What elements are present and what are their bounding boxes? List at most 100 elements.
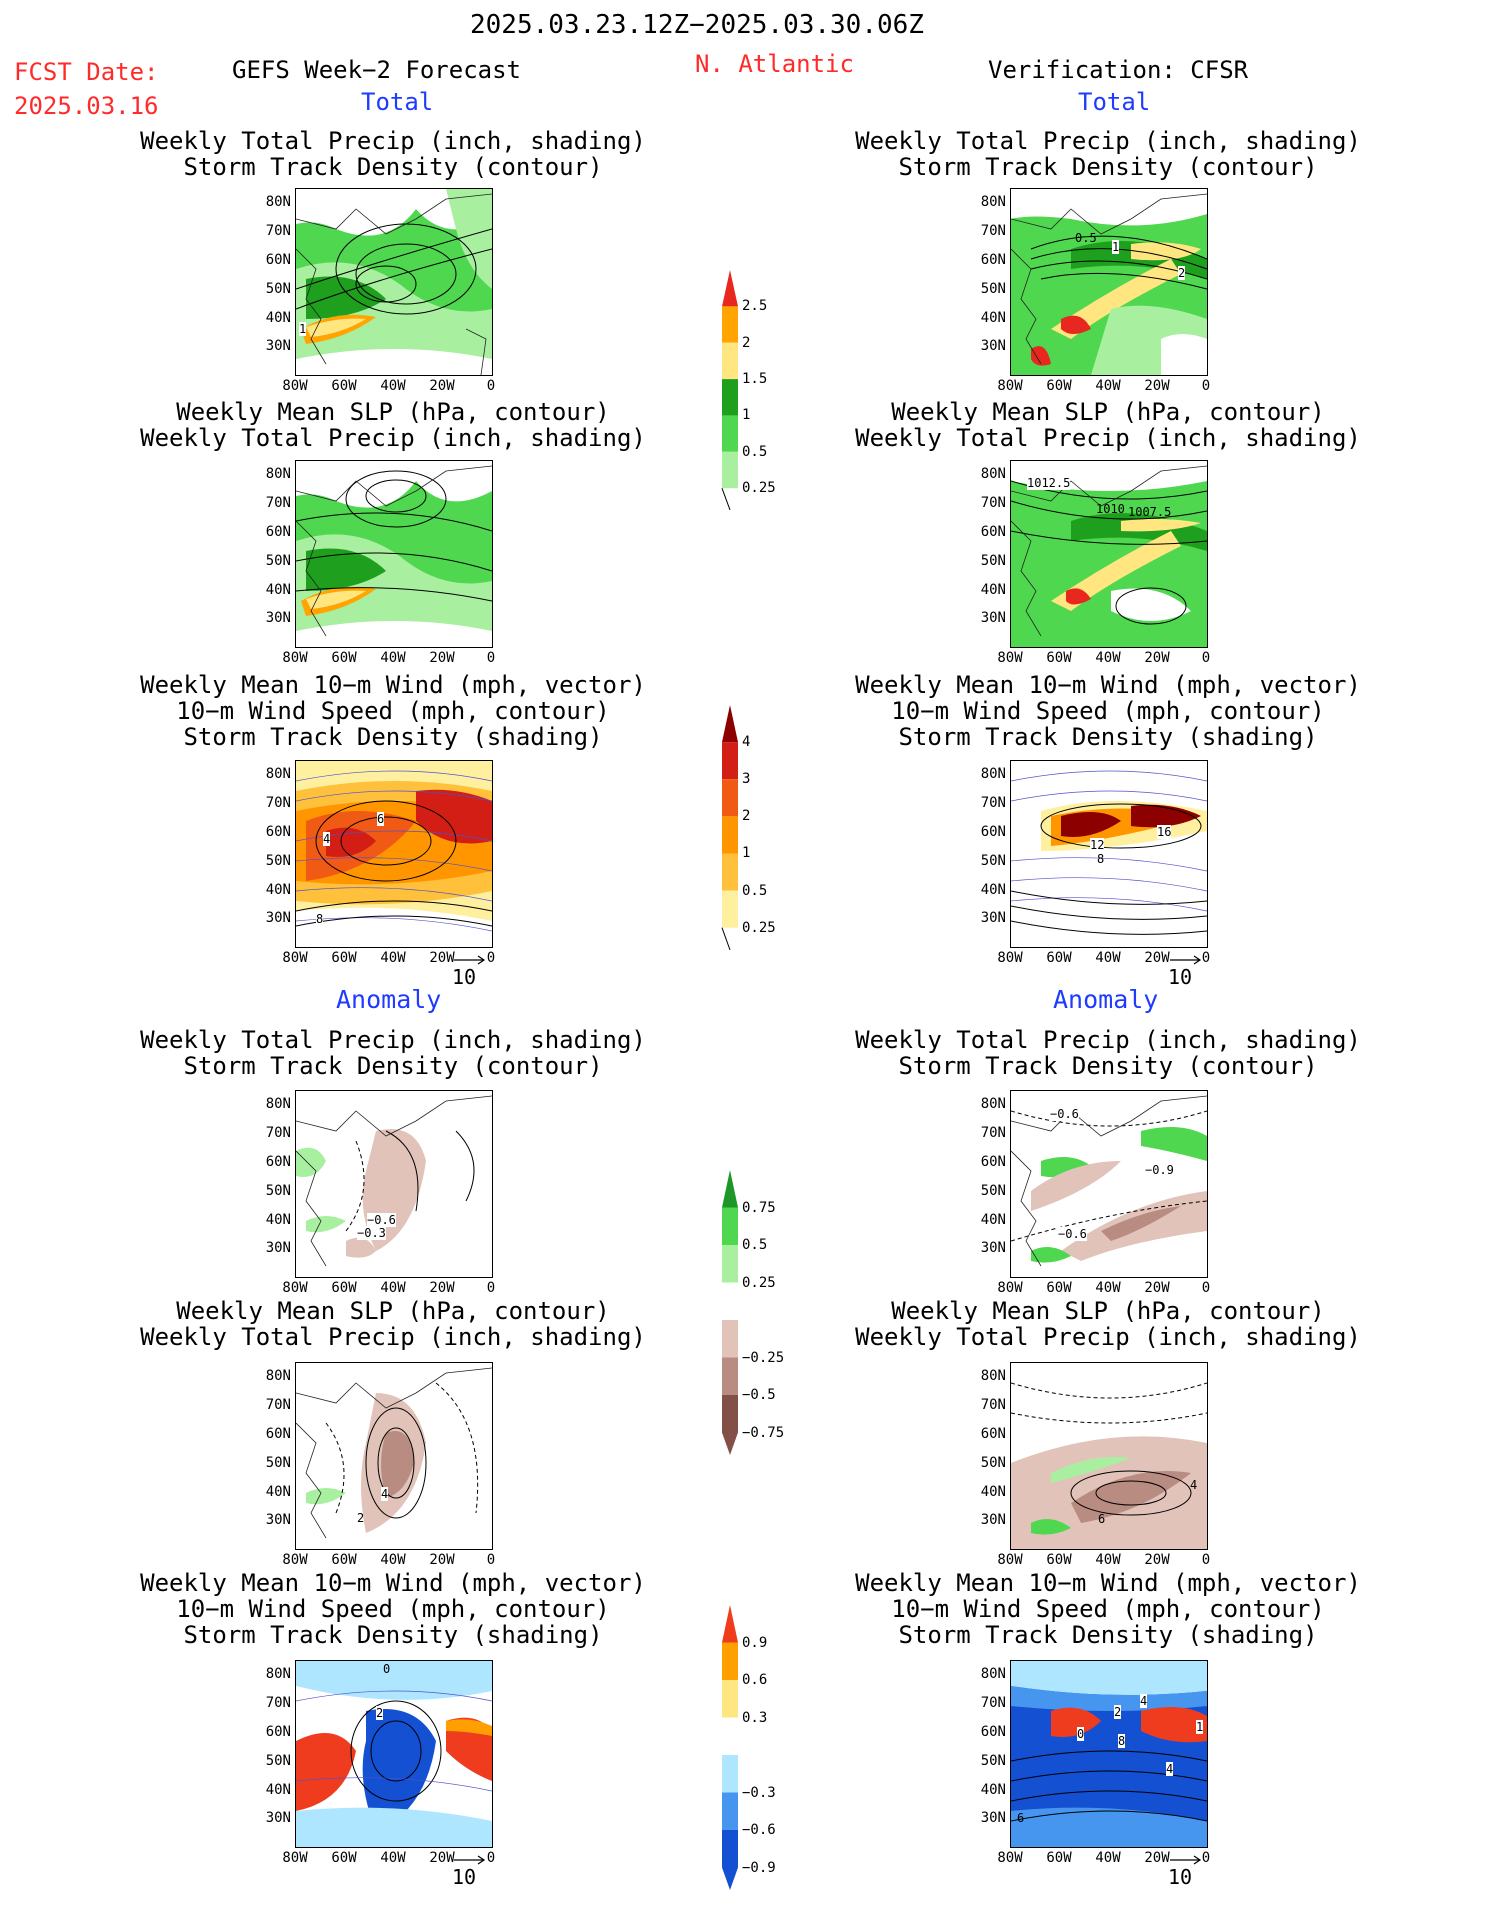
latitude-tick-label: 40N	[265, 1212, 291, 1228]
longitude-tick-label: 80W	[997, 1280, 1023, 1296]
map-precip-track-anom-left	[295, 1090, 493, 1278]
contour-label: 1012.5	[1027, 476, 1071, 490]
latitude-tick-label: 60N	[265, 524, 291, 540]
longitude-tick-label: 80W	[997, 1552, 1023, 1568]
colorbar-label: 3	[742, 771, 751, 788]
colorbar-label: 1.5	[742, 371, 768, 388]
colorbar-label: 0.5	[742, 882, 768, 899]
colorbar-segment	[722, 451, 738, 489]
region-title: N. Atlantic	[695, 50, 854, 78]
colorbar-segment	[722, 890, 738, 928]
arrow-right-icon	[454, 1855, 486, 1865]
latitude-tick-label: 70N	[980, 223, 1006, 239]
latitude-tick-label: 60N	[980, 824, 1006, 840]
contour-label: 1	[1112, 240, 1120, 254]
colorbar-segment	[722, 1830, 738, 1868]
section-total-right: Total	[1078, 88, 1151, 116]
longitude-tick-label: 20W	[429, 950, 455, 966]
colorbar-precip-total	[721, 270, 738, 511]
colorbar-track-anomaly	[722, 1605, 738, 1890]
colorbar-segment	[722, 1282, 738, 1320]
latitude-tick-label: 80N	[980, 1368, 1006, 1384]
contour-label: 4	[1190, 1478, 1198, 1492]
latitude-tick-label: 30N	[980, 1512, 1006, 1528]
contour-label: 1007.5	[1128, 505, 1172, 519]
latitude-tick-label: 50N	[265, 853, 291, 869]
longitude-tick-label: 40W	[1095, 1850, 1121, 1866]
latitude-tick-label: 40N	[980, 310, 1006, 326]
longitude-tick-label: 80W	[997, 650, 1023, 666]
fcst-date-value: 2025.03.16	[14, 92, 159, 120]
longitude-tick-label: 0	[1201, 1280, 1211, 1296]
longitude-tick-label: 0	[486, 1552, 496, 1568]
vector-reference-left-top: 10	[452, 955, 488, 989]
forecast-title: GEFS Week−2 Forecast	[232, 56, 521, 84]
vector-reference-value: 10	[1168, 1865, 1193, 1889]
verification-title: Verification: CFSR	[988, 56, 1249, 84]
section-total-left: Total	[361, 88, 434, 116]
longitude-tick-label: 80W	[997, 1850, 1023, 1866]
contour-label: 4	[1166, 1762, 1174, 1776]
longitude-tick-label: 60W	[331, 378, 357, 394]
latitude-tick-label: 50N	[980, 853, 1006, 869]
longitude-tick-label: 0	[486, 950, 496, 966]
longitude-tick-label: 40W	[380, 1552, 406, 1568]
contour-label: −0.6	[367, 1213, 396, 1227]
contour-label: 6	[1098, 1512, 1106, 1526]
section-anomaly-right: Anomaly	[1053, 985, 1159, 1014]
longitude-tick-label: 40W	[380, 1850, 406, 1866]
latitude-tick-label: 70N	[265, 1695, 291, 1711]
colorbar-segment	[722, 1207, 738, 1245]
longitude-tick-label: 60W	[1046, 1280, 1072, 1296]
latitude-tick-label: 60N	[265, 1426, 291, 1442]
colorbar-top-triangle	[722, 1605, 738, 1643]
latitude-tick-label: 60N	[265, 1724, 291, 1740]
title-wind-track-anom-left: Weekly Mean 10−m Wind (mph, vector) 10−m…	[140, 1569, 646, 1649]
latitude-tick-label: 40N	[265, 1484, 291, 1500]
colorbar-segment	[722, 342, 738, 380]
colorbar-segment	[722, 1245, 738, 1283]
colorbar-label: 2	[742, 808, 751, 825]
latitude-tick-label: 40N	[980, 882, 1006, 898]
vector-reference-right-bottom: 10	[1168, 1855, 1204, 1889]
longitude-tick-label: 80W	[282, 1552, 308, 1568]
longitude-tick-label: 80W	[282, 1850, 308, 1866]
colorbar-label: 0.25	[742, 1274, 776, 1291]
latitude-tick-label: 50N	[980, 1455, 1006, 1471]
colorbar-label: −0.75	[742, 1424, 785, 1441]
title-slp-precip-anom-left: Weekly Mean SLP (hPa, contour) Weekly To…	[140, 1297, 646, 1351]
latitude-tick-label: 70N	[980, 1695, 1006, 1711]
contour-label: 4	[323, 832, 331, 846]
latitude-tick-label: 50N	[980, 281, 1006, 297]
contour-label: 8	[1097, 852, 1105, 866]
contour-label: 4	[381, 1487, 389, 1501]
latitude-tick-label: 70N	[980, 795, 1006, 811]
contour-label: 4	[1140, 1694, 1148, 1708]
colorbar-label: 0.25	[742, 480, 776, 497]
colorbar-precip-anomaly	[722, 1170, 738, 1455]
contour-label: 1	[1196, 1720, 1204, 1734]
vector-reference-value: 10	[1168, 965, 1193, 989]
title-precip-track-right: Weekly Total Precip (inch, shading) Stor…	[855, 127, 1361, 181]
longitude-tick-label: 80W	[997, 950, 1023, 966]
longitude-tick-label: 20W	[1144, 1850, 1170, 1866]
map-slp-precip-anom-left	[295, 1362, 493, 1550]
title-precip-track-left: Weekly Total Precip (inch, shading) Stor…	[140, 127, 646, 181]
longitude-tick-label: 0	[1201, 1850, 1211, 1866]
latitude-tick-label: 70N	[980, 1125, 1006, 1141]
latitude-tick-label: 70N	[265, 223, 291, 239]
longitude-tick-label: 60W	[1046, 1850, 1072, 1866]
colorbar-segment	[722, 415, 738, 452]
contour-label: −0.6	[1058, 1227, 1087, 1241]
contour-label: −0.9	[1145, 1163, 1174, 1177]
colorbar-label: 4	[742, 734, 751, 751]
longitude-tick-label: 60W	[331, 950, 357, 966]
longitude-tick-label: 20W	[1144, 378, 1170, 394]
colorbar-tail	[721, 488, 731, 511]
latitude-tick-label: 30N	[980, 1240, 1006, 1256]
colorbar-segment	[722, 1792, 738, 1830]
contour-label: −0.6	[1050, 1107, 1079, 1121]
latitude-tick-label: 60N	[265, 252, 291, 268]
colorbar-label: 0.25	[742, 919, 776, 936]
vector-reference-left-bottom: 10	[452, 1855, 488, 1889]
